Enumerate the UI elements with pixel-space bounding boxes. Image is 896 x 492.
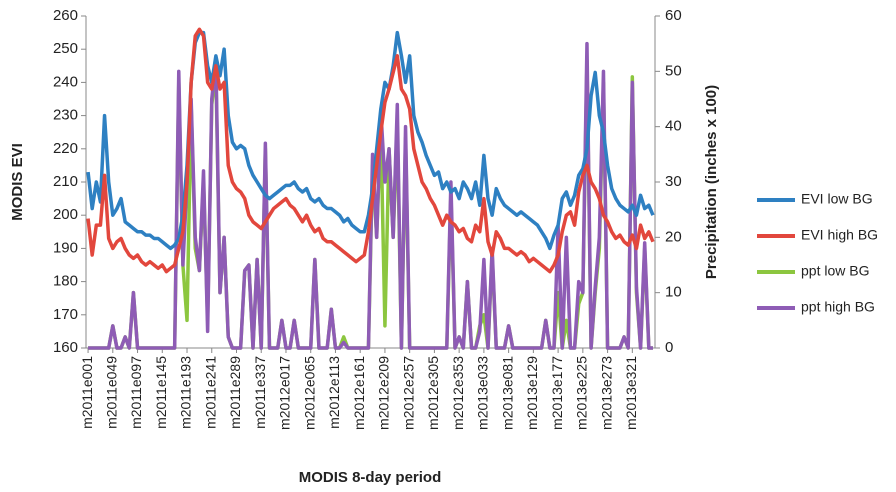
y-tick-label: 230: [53, 107, 78, 124]
x-tick-label: m2013e321: [623, 356, 639, 430]
y2-tick-label: 60: [665, 7, 682, 24]
legend-label: ppt high BG: [801, 299, 875, 315]
x-tick-label: m2012e113: [326, 356, 342, 429]
x-tick-label: m2013e033: [475, 356, 491, 430]
y2-tick-label: 50: [665, 62, 682, 79]
x-axis-title: MODIS 8-day period: [299, 469, 442, 486]
legend-label: EVI high BG: [801, 227, 878, 243]
y-axis-title: MODIS EVI: [9, 143, 26, 221]
y2-tick-label: 30: [665, 173, 682, 190]
x-tick-label: m2011e001: [79, 356, 95, 429]
y-tick-label: 160: [53, 339, 78, 356]
x-tick-label: m2012e353: [450, 356, 466, 430]
x-tick-label: m2011e337: [252, 356, 268, 429]
y-tick-label: 240: [53, 73, 78, 90]
y-tick-label: 190: [53, 239, 78, 256]
x-tick-label: m2011e193: [178, 356, 194, 429]
x-tick-label: m2012e257: [400, 356, 416, 430]
x-tick-label: m2012e017: [277, 356, 293, 430]
x-tick-label: m2013e177: [549, 356, 565, 430]
y2-tick-label: 10: [665, 284, 682, 301]
x-tick-label: m2013e081: [499, 356, 515, 430]
y-tick-label: 170: [53, 306, 78, 323]
legend-label: EVI low BG: [801, 191, 873, 207]
x-tick-label: m2011e097: [128, 356, 144, 429]
legend-label: ppt low BG: [801, 263, 869, 279]
x-tick-label: m2012e065: [301, 356, 317, 430]
x-tick-label: m2011e289: [227, 356, 243, 429]
x-tick-label: m2013e225: [574, 356, 590, 430]
y2-tick-label: 0: [665, 339, 673, 356]
y-tick-label: 200: [53, 206, 78, 223]
x-tick-label: m2013e129: [524, 356, 540, 430]
y-tick-label: 250: [53, 40, 78, 57]
x-tick-label: m2012e305: [425, 356, 441, 430]
y2-tick-label: 40: [665, 118, 682, 135]
x-tick-label: m2011e049: [104, 356, 120, 429]
series-line: [86, 27, 655, 274]
x-tick-label: m2013e273: [598, 356, 614, 430]
y2-axis-title: Precipitation (inches x 100): [703, 85, 720, 279]
x-tick-label: m2011e241: [202, 356, 218, 429]
y-tick-label: 220: [53, 140, 78, 157]
y2-tick-label: 20: [665, 228, 682, 245]
y-tick-label: 260: [53, 7, 78, 24]
y-tick-label: 210: [53, 173, 78, 190]
x-tick-label: m2012e161: [351, 356, 367, 430]
x-tick-label: m2012e209: [376, 356, 392, 430]
x-tick-label: m2011e145: [153, 356, 169, 429]
y-tick-label: 180: [53, 273, 78, 290]
